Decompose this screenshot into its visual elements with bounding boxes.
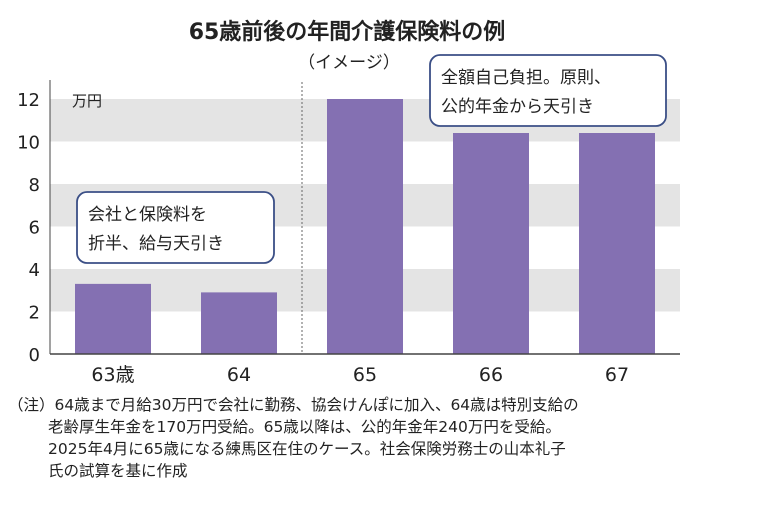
- chart-subtitle: （イメージ）: [298, 53, 400, 73]
- y-tick-label: 8: [29, 175, 40, 196]
- x-tick-label: 66: [479, 364, 503, 386]
- y-tick-label: 10: [17, 133, 40, 154]
- callout-after-line-1: 全額自己負担。原則、: [441, 68, 611, 88]
- footnote-line: 2025年4月に65歳になる練馬区在住のケース。社会保険労務士の山本礼子: [48, 440, 566, 458]
- chart-title: 65歳前後の年間介護保険料の例: [189, 19, 506, 45]
- callout-before-line-1: 会社と保険料を: [88, 205, 207, 225]
- y-axis-unit: 万円: [72, 92, 102, 110]
- callout-after: 全額自己負担。原則、 公的年金から天引き: [429, 54, 667, 127]
- bar: [327, 99, 403, 354]
- callout-after-line-2: 公的年金から天引き: [441, 97, 594, 117]
- bars: [75, 99, 655, 354]
- bar: [579, 133, 655, 354]
- bar: [453, 133, 529, 354]
- x-tick-label: 64: [227, 364, 251, 386]
- callout-before-line-2: 折半、給与天引き: [88, 234, 224, 254]
- x-tick-labels: 63歳 64 65 66 67: [91, 364, 629, 386]
- footnote-line: （注）64歳まで月給30万円で会社に勤務、協会けんぽに加入、64歳は特別支給の: [8, 396, 579, 414]
- y-tick-label: 4: [29, 260, 40, 281]
- bar: [75, 283, 151, 354]
- y-tick-label: 2: [29, 303, 40, 324]
- footnote-line: 氏の試算を基に作成: [48, 462, 188, 480]
- y-tick-labels: 0 2 4 6 8 10 12: [17, 90, 40, 366]
- x-tick-label: 63歳: [91, 364, 134, 386]
- bar: [201, 292, 277, 354]
- footnote: （注）64歳まで月給30万円で会社に勤務、協会けんぽに加入、64歳は特別支給の …: [8, 394, 698, 482]
- y-tick-label: 0: [29, 345, 40, 366]
- y-tick-label: 12: [17, 90, 40, 111]
- x-tick-label: 67: [605, 364, 629, 386]
- x-tick-label: 65: [353, 364, 377, 386]
- callout-before: 会社と保険料を 折半、給与天引き: [76, 191, 275, 264]
- y-tick-label: 6: [29, 218, 40, 239]
- footnote-line: 老齢厚生年金を170万円受給。65歳以降は、公的年金年240万円を受給。: [48, 418, 561, 436]
